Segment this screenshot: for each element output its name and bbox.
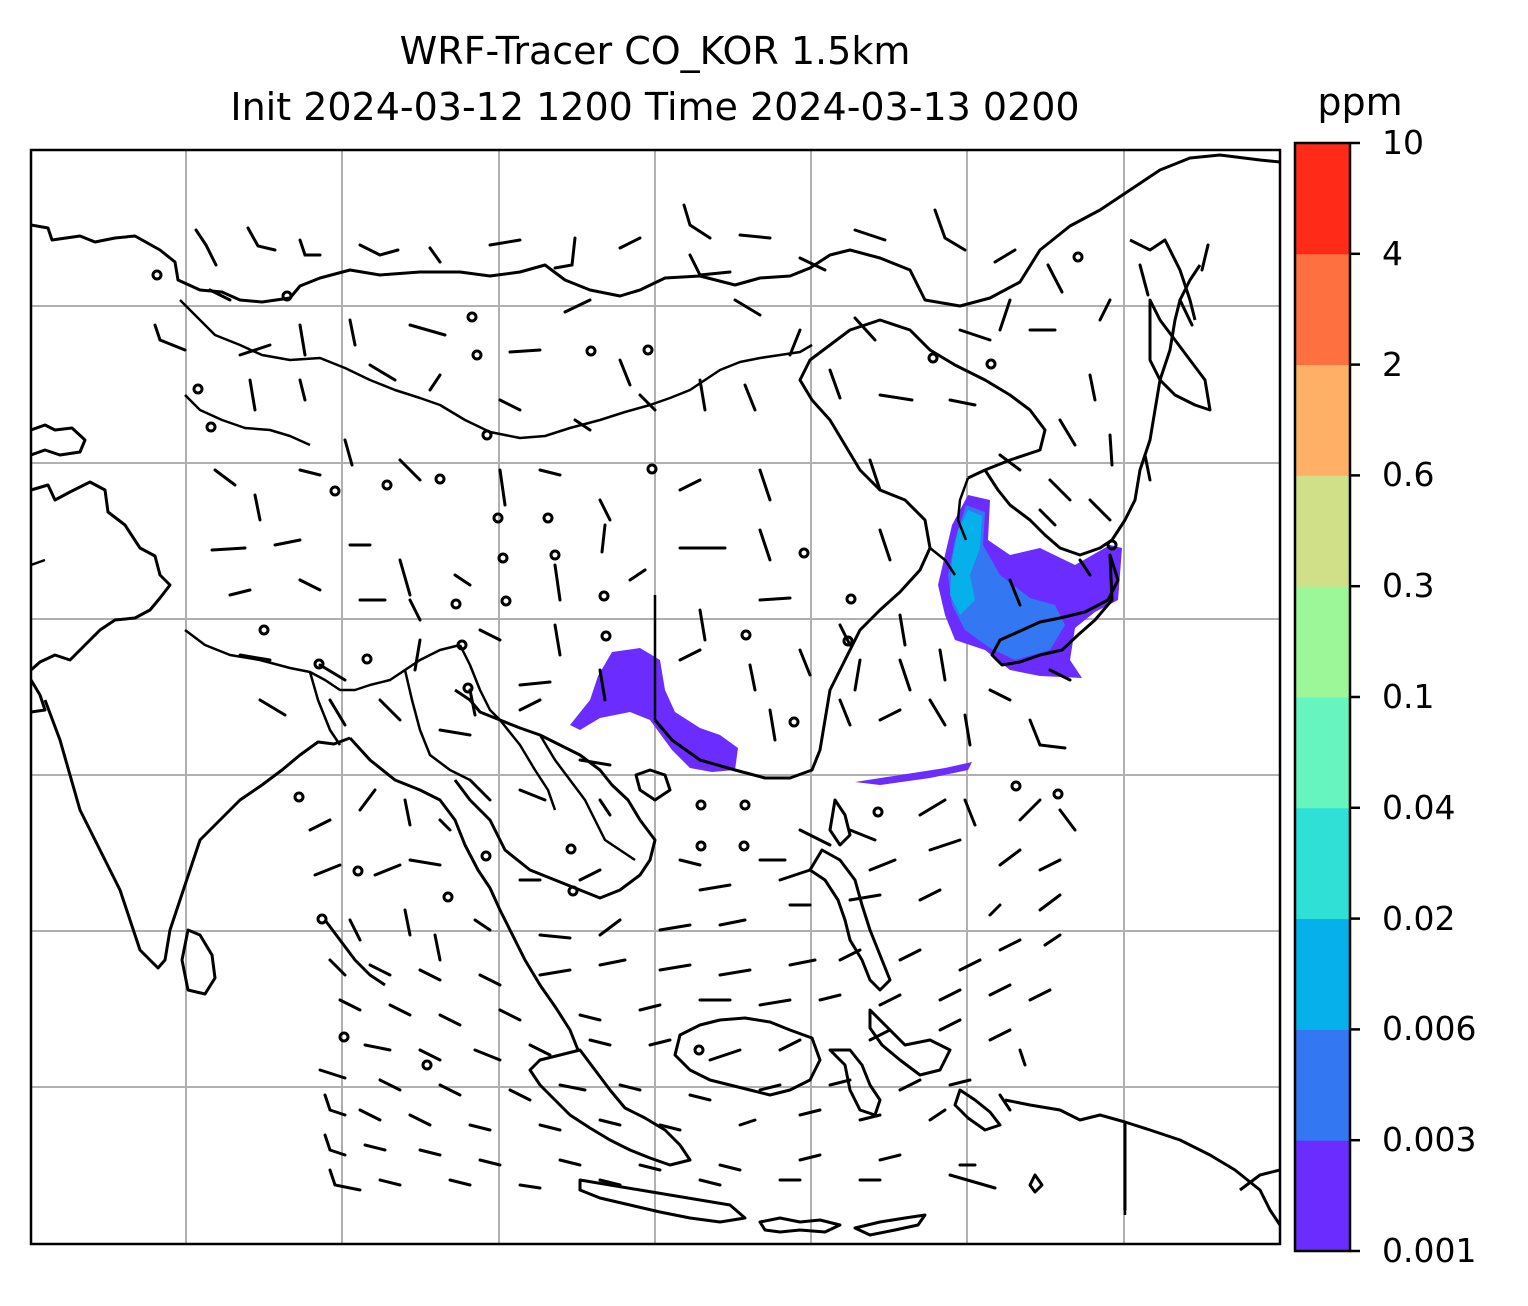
chart-title-line-1: WRF-Tracer CO_KOR 1.5km	[399, 29, 911, 73]
colorbar-swatch	[1295, 918, 1350, 1030]
colorbar-swatch	[1295, 1140, 1350, 1252]
colorbar-swatch	[1295, 586, 1350, 698]
colorbar-tick-label: 0.6	[1382, 455, 1435, 495]
colorbar-swatch	[1295, 1029, 1350, 1141]
colorbar-tick-label: 0.003	[1382, 1120, 1477, 1160]
colorbar-swatch	[1295, 364, 1350, 476]
colorbar-unit-label: ppm	[1317, 80, 1403, 124]
map-area	[31, 150, 1280, 1244]
colorbar-swatch	[1295, 253, 1350, 366]
plume-korea-high	[950, 510, 982, 615]
colorbar-tick-label: 10	[1382, 123, 1424, 162]
colorbar-tick-label: 0.02	[1382, 898, 1456, 938]
coastlines	[31, 153, 1280, 1237]
colorbar-swatch	[1295, 143, 1350, 255]
colorbar-swatches	[1295, 143, 1350, 1252]
map-frame	[29, 148, 1282, 1246]
colorbar-tick-label: 4	[1382, 233, 1403, 273]
colorbar-tick-label: 0.001	[1382, 1231, 1477, 1270]
colorbar-tick-label: 0.3	[1382, 566, 1435, 606]
country-borders	[31, 299, 1127, 1215]
wind-barbs	[153, 203, 1210, 1192]
calm-wind-markers	[151, 251, 1118, 1071]
colorbar-swatch	[1295, 697, 1350, 809]
plume-korea-strip	[855, 762, 972, 785]
colorbar-tick-label: 2	[1382, 344, 1403, 384]
colorbar-ticks	[1350, 141, 1360, 1253]
colorbar-swatch	[1295, 475, 1350, 587]
colorbar-tick-label: 0.04	[1382, 787, 1456, 827]
colorbar-swatch	[1295, 807, 1350, 920]
colorbar-tick-label: 0.1	[1382, 677, 1435, 716]
chart-title-line-2: Init 2024-03-12 1200 Time 2024-03-13 020…	[230, 85, 1080, 129]
colorbar-tick-label: 0.006	[1382, 1009, 1477, 1049]
